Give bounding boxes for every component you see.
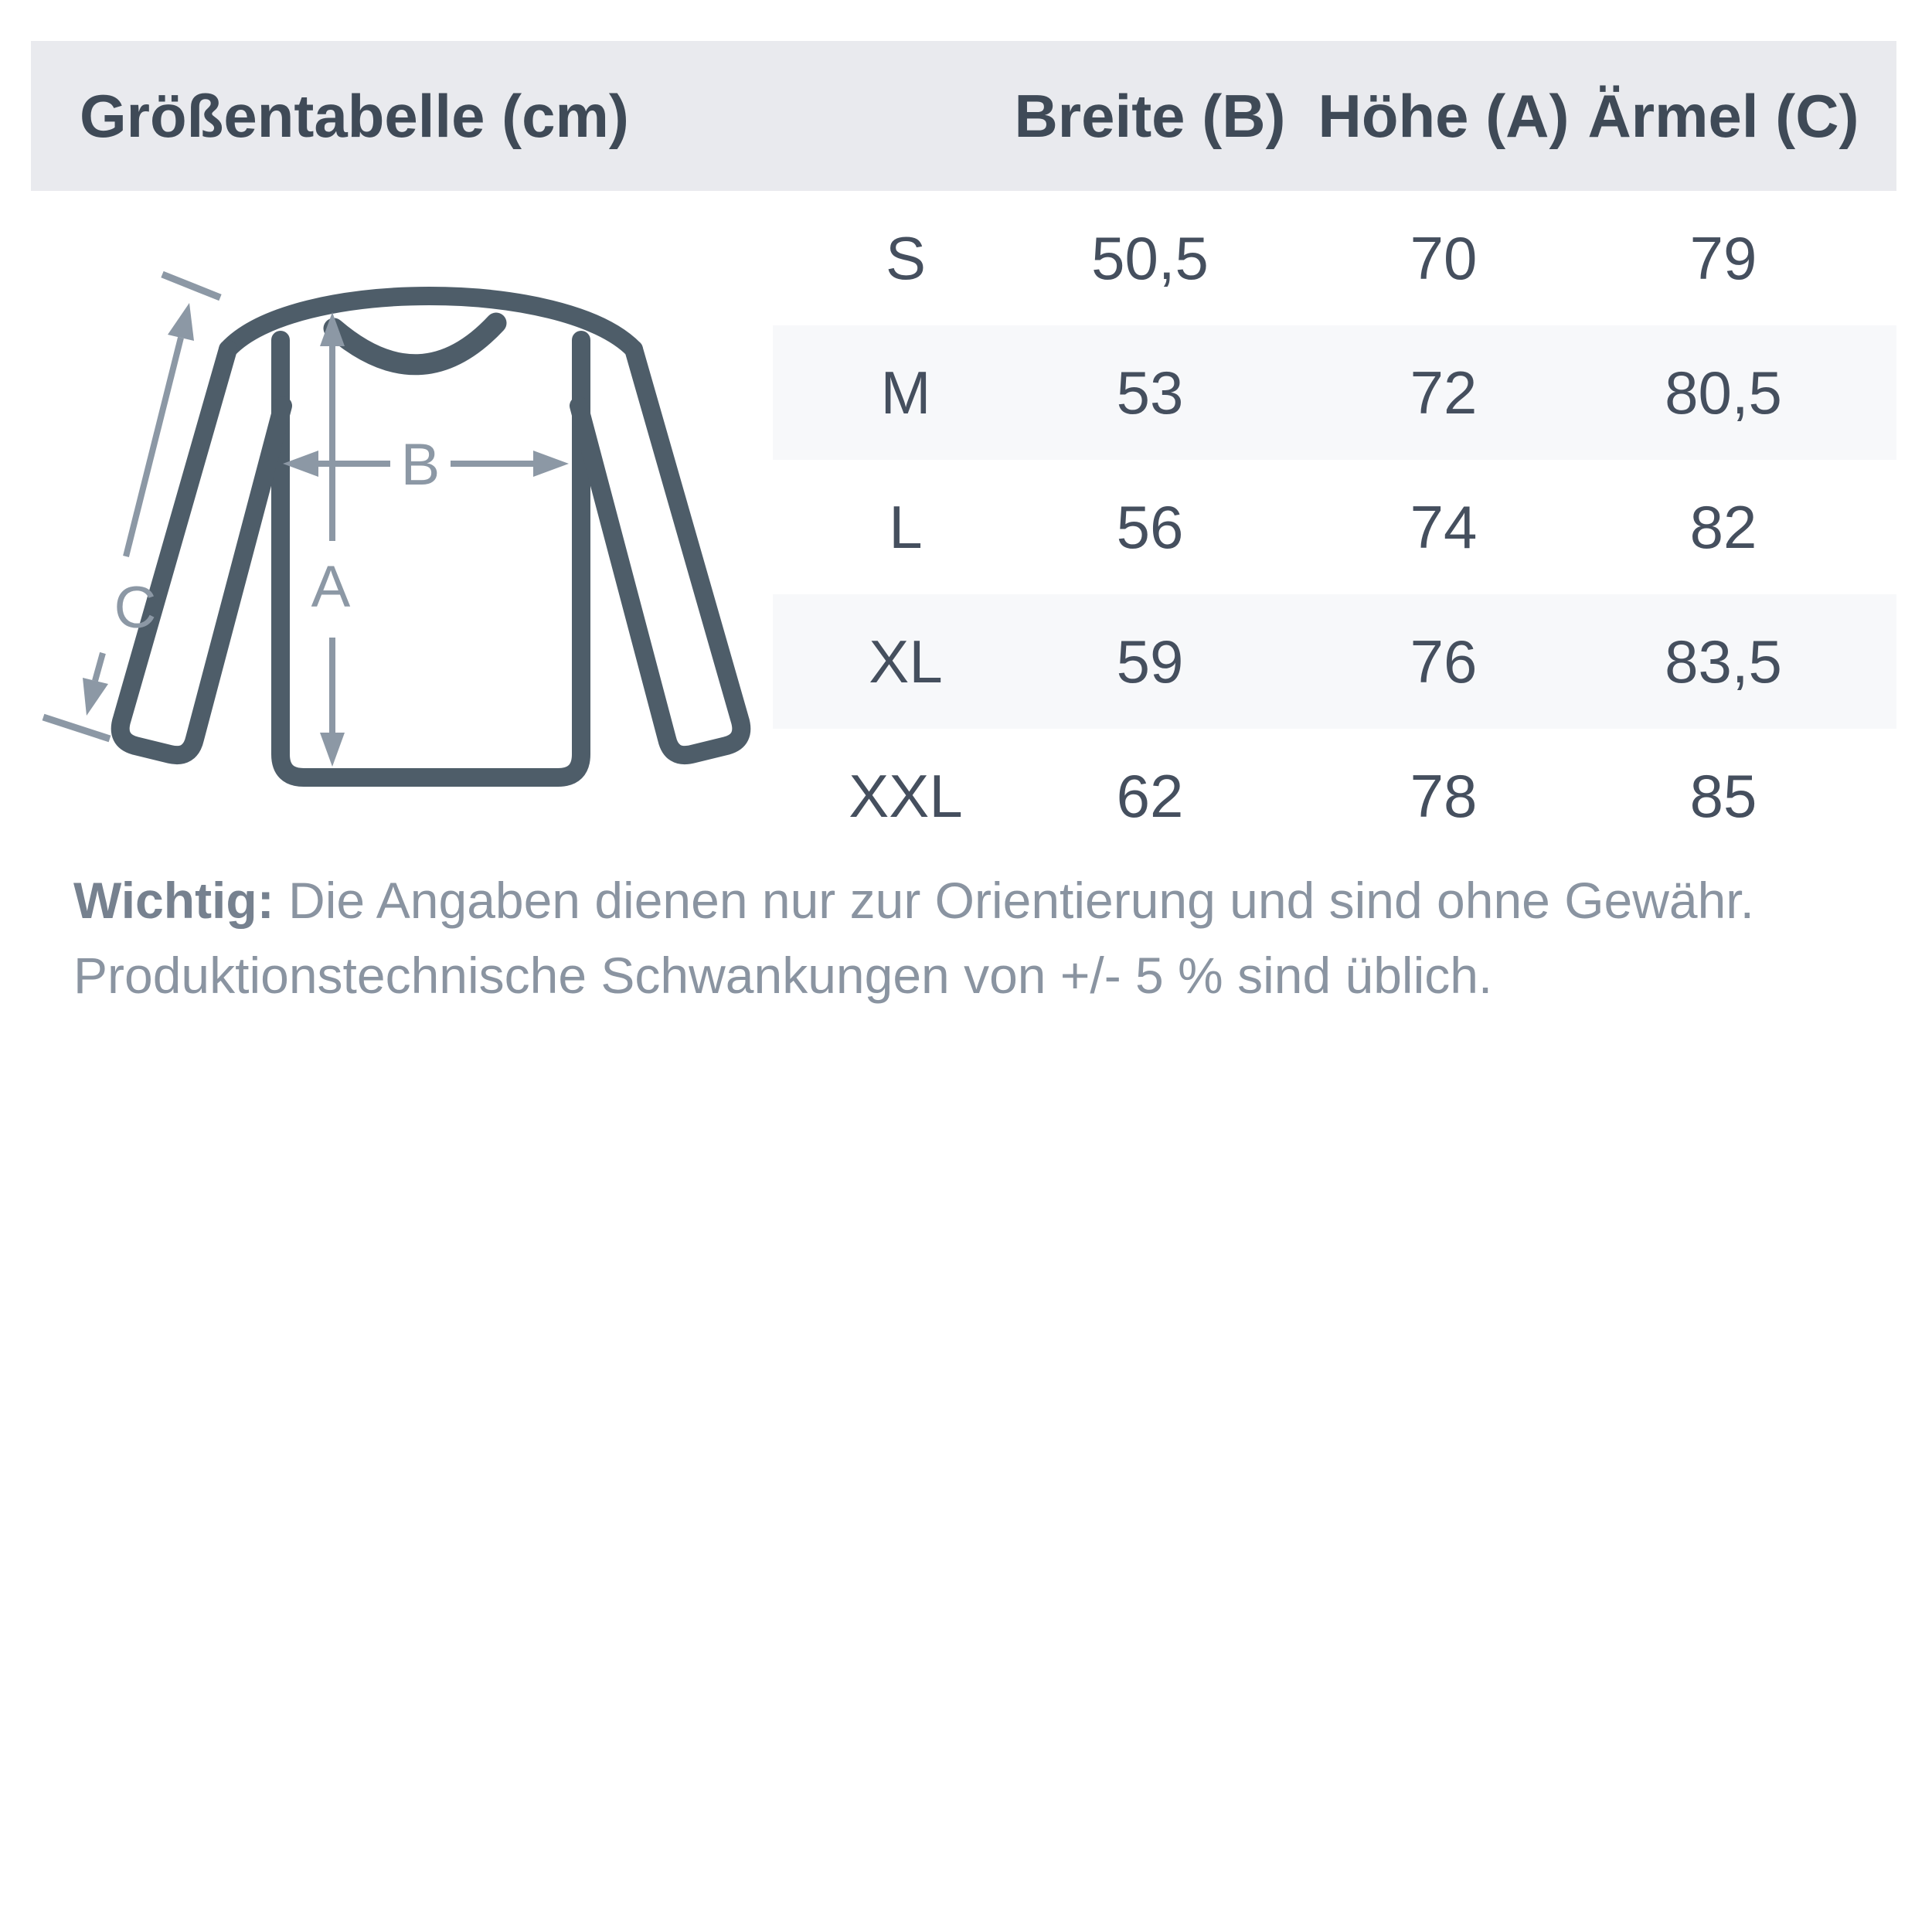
value-cell: 72 — [1410, 359, 1478, 427]
table-header-band: Größentabelle (cm) Breite (B) Höhe (A) Ä… — [31, 41, 1896, 191]
disclaimer-note: Wichtig: Die Angaben dienen nur zur Orie… — [73, 863, 1889, 1013]
sweater-outline-icon — [111, 287, 751, 787]
size-cell: L — [889, 493, 923, 561]
note-line-2: Produktionstechnische Schwankungen von +… — [73, 947, 1493, 1004]
label-A: A — [311, 554, 351, 620]
table-row-l: L 56 74 82 — [773, 460, 1896, 594]
size-cell: XXL — [849, 762, 963, 830]
table-row-m: M 53 72 80,5 — [773, 325, 1896, 460]
measurement-labels: A B C — [114, 432, 440, 641]
value-cell: 76 — [1410, 628, 1478, 696]
collar-arc — [323, 312, 507, 376]
note-line-1: Wichtig: Die Angaben dienen nur zur Orie… — [73, 863, 1889, 938]
value-cell: 79 — [1689, 224, 1757, 292]
column-header-breite: Breite (B) — [1014, 82, 1286, 150]
table-row-xxl: XXL 62 78 85 — [773, 729, 1896, 863]
left-sleeve-outline — [111, 340, 292, 764]
value-cell: 82 — [1689, 493, 1757, 561]
table-row-s: S 50,5 70 79 — [773, 191, 1896, 325]
size-table: S 50,5 70 79 M 53 72 80,5 L 56 74 82 XL 59 76 83,5 XXL 62… — [0, 191, 1932, 863]
size-cell: XL — [869, 628, 943, 696]
label-B: B — [401, 432, 440, 498]
column-header-hoehe: Höhe (A) — [1318, 82, 1570, 150]
width-arrow-B — [283, 451, 569, 477]
value-cell: 85 — [1689, 762, 1757, 830]
sleeve-arrow-C — [42, 270, 222, 743]
value-cell: 50,5 — [1091, 224, 1209, 292]
value-cell: 78 — [1410, 762, 1478, 830]
label-C: C — [114, 575, 157, 641]
measurement-arrows — [42, 270, 569, 767]
size-cell: S — [885, 224, 927, 292]
size-cell: M — [880, 359, 931, 427]
page-title: Größentabelle (cm) — [80, 82, 629, 150]
shoulder-curve — [219, 287, 643, 359]
body-outline — [271, 331, 590, 787]
value-cell: 56 — [1116, 493, 1184, 561]
value-cell: 53 — [1116, 359, 1184, 427]
table-row-xl: XL 59 76 83,5 — [773, 594, 1896, 729]
value-cell: 70 — [1410, 224, 1478, 292]
value-cell: 80,5 — [1665, 359, 1782, 427]
note-label: Wichtig: — [73, 872, 274, 929]
value-cell: 74 — [1410, 493, 1478, 561]
value-cell: 83,5 — [1665, 628, 1782, 696]
value-cell: 59 — [1116, 628, 1184, 696]
note-text-1: Die Angaben dienen nur zur Orientierung … — [288, 872, 1754, 929]
sweater-measurement-diagram: A B C — [42, 270, 751, 787]
right-sleeve-outline — [570, 340, 751, 764]
column-header-aermel: Ärmel (C) — [1587, 82, 1859, 150]
value-cell: 62 — [1116, 762, 1184, 830]
height-arrow-A — [320, 312, 345, 767]
